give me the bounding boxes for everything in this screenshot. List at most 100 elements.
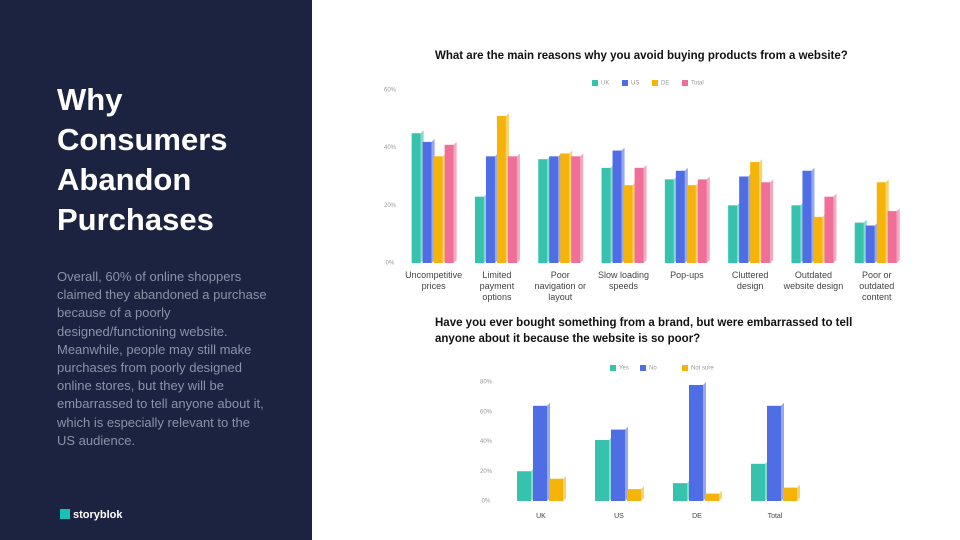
legend-label: UK xyxy=(601,81,609,87)
bar xyxy=(627,489,641,501)
bar xyxy=(422,141,432,263)
slide-title: Why Consumers Abandon Purchases xyxy=(57,82,228,237)
bar-depth xyxy=(516,153,520,263)
legend-swatch xyxy=(652,80,658,86)
bar xyxy=(728,205,738,263)
side-panel: Why Consumers Abandon Purchases Overall,… xyxy=(0,0,312,540)
bar xyxy=(595,440,609,501)
y-tick-label: 20% xyxy=(480,469,493,475)
bar xyxy=(411,133,421,263)
bar xyxy=(560,153,570,263)
legend-label: DE xyxy=(661,81,669,87)
chart-title: Have you ever bought something from a br… xyxy=(435,317,853,345)
bar xyxy=(623,185,633,263)
bar xyxy=(612,150,622,263)
y-tick-label: 80% xyxy=(480,380,493,386)
bar xyxy=(751,463,765,501)
legend-label: Not sure xyxy=(691,366,714,372)
chart-title: What are the main reasons why you avoid … xyxy=(435,50,848,62)
bar-depth xyxy=(563,475,566,501)
y-tick-label: 0% xyxy=(386,261,395,267)
x-tick-label: UK xyxy=(536,513,546,520)
bar-depth xyxy=(719,490,722,501)
y-tick-label: 40% xyxy=(480,439,493,445)
bar xyxy=(689,384,703,501)
bar xyxy=(507,156,517,263)
x-tick-label: Poor navigation or layout xyxy=(534,270,587,302)
bar xyxy=(783,487,797,501)
bar xyxy=(496,115,506,263)
y-tick-label: 60% xyxy=(480,409,493,415)
bar xyxy=(675,170,685,263)
bar xyxy=(813,216,823,263)
bar xyxy=(767,405,781,501)
y-tick-label: 60% xyxy=(384,88,397,94)
bar xyxy=(750,162,760,263)
bar-depth xyxy=(770,179,774,263)
bar xyxy=(444,144,454,263)
legend-swatch xyxy=(682,365,688,371)
bar xyxy=(739,176,749,263)
legend-swatch xyxy=(610,365,616,371)
bar-depth xyxy=(797,484,800,501)
y-tick-label: 0% xyxy=(482,499,491,505)
legend-label: No xyxy=(649,366,657,372)
bar xyxy=(611,429,625,501)
bar xyxy=(686,185,696,263)
x-tick-label: US xyxy=(614,513,624,520)
legend-swatch xyxy=(640,365,646,371)
bar xyxy=(571,156,581,263)
bar xyxy=(876,182,886,263)
legend-label: US xyxy=(631,81,639,87)
legend-label: Total xyxy=(691,81,704,87)
bar xyxy=(634,167,644,263)
bar xyxy=(533,405,547,501)
legend-swatch xyxy=(682,80,688,86)
slide-body: Overall, 60% of online shoppers claimed … xyxy=(57,269,267,448)
logo: storyblok xyxy=(60,509,123,521)
bar-depth xyxy=(547,402,550,501)
bar xyxy=(824,196,834,263)
bar xyxy=(802,170,812,263)
legend-swatch xyxy=(592,80,598,86)
bar xyxy=(517,471,531,501)
y-tick-label: 20% xyxy=(384,203,397,209)
bar xyxy=(433,156,443,263)
bar-depth xyxy=(781,402,784,501)
bar-depth xyxy=(580,153,584,263)
bar xyxy=(854,222,864,263)
bar-depth xyxy=(641,486,644,501)
bar xyxy=(673,483,687,501)
bar xyxy=(485,156,495,263)
x-tick-label: Uncompetitive prices xyxy=(405,270,463,291)
bar xyxy=(549,478,563,501)
bar xyxy=(474,196,484,263)
bar xyxy=(761,182,771,263)
bar xyxy=(549,156,559,263)
bar xyxy=(601,167,611,263)
x-tick-label: Limited payment options xyxy=(479,270,515,302)
bar xyxy=(697,179,707,263)
x-tick-label: Poor or outdated content xyxy=(859,270,895,302)
bar-depth xyxy=(453,141,457,263)
bar-depth xyxy=(896,208,900,263)
x-tick-label: Slow loading speeds xyxy=(598,270,650,291)
y-tick-label: 40% xyxy=(384,145,397,151)
bar xyxy=(705,493,719,501)
bar xyxy=(791,205,801,263)
bar xyxy=(538,159,548,263)
x-tick-label: DE xyxy=(692,513,702,520)
bar xyxy=(887,211,897,263)
bar-depth xyxy=(643,164,647,263)
bar-depth xyxy=(625,426,628,501)
x-tick-label: Pop-ups xyxy=(670,270,704,280)
bar-depth xyxy=(703,381,706,501)
bar-depth xyxy=(706,176,710,263)
x-tick-label: Outdated website design xyxy=(783,270,844,291)
bar xyxy=(664,179,674,263)
bar xyxy=(865,225,875,263)
legend-swatch xyxy=(622,80,628,86)
x-tick-label: Total xyxy=(767,513,783,520)
